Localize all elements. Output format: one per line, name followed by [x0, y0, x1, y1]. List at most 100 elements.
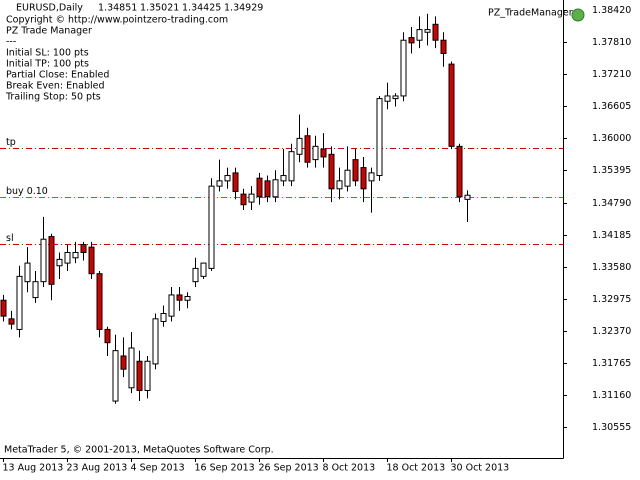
candle-body [8, 318, 15, 325]
level-label: buy 0.10 [6, 186, 48, 197]
y-tick-label: 1.31160 [592, 390, 631, 401]
candle-body [352, 159, 359, 182]
y-tick-label: 1.35395 [592, 165, 631, 176]
x-tick-label: 4 Sep 2013 [131, 463, 185, 474]
header-low: 1.34425 [182, 3, 221, 14]
x-tick-label: 30 Oct 2013 [451, 463, 510, 474]
x-tick-label: 23 Aug 2013 [67, 463, 128, 474]
candle-body [160, 313, 167, 322]
candle-body [32, 281, 39, 299]
info-line: Partial Close: Enabled [6, 70, 109, 81]
candle-body [424, 29, 431, 33]
candle-body [416, 29, 423, 41]
y-tick-label: 1.34790 [592, 198, 631, 209]
x-tick-label: 8 Oct 2013 [323, 463, 376, 474]
y-tick-label: 1.30555 [592, 422, 631, 433]
y-tick-label: 1.32975 [592, 294, 631, 305]
candle-body [288, 151, 295, 182]
x-tick-label: 26 Sep 2013 [259, 463, 319, 474]
symbol: EURUSD,Daily [16, 3, 83, 14]
candle-body [208, 185, 215, 269]
footer: MetaTrader 5, © 2001-2013, MetaQuotes So… [4, 445, 274, 456]
candle-body [144, 360, 151, 391]
y-tick-label: 1.36605 [592, 101, 631, 112]
candle-body [240, 193, 247, 206]
candle-body [56, 258, 63, 267]
candle-body [96, 273, 103, 330]
candle-body [168, 294, 175, 317]
candle-body [312, 145, 319, 161]
candle-body [464, 194, 471, 200]
x-tick-label: 16 Sep 2013 [195, 463, 255, 474]
y-tick-label: 1.34185 [592, 230, 631, 241]
info-line: Initial SL: 100 pts [6, 48, 89, 59]
header-high: 1.35021 [140, 3, 179, 14]
candle-body [112, 350, 119, 402]
y-tick-label: 1.37810 [592, 37, 631, 48]
y-tick-label: 1.38420 [592, 5, 631, 16]
candle-body [296, 137, 303, 155]
candle-body [200, 262, 207, 277]
y-tick-label: 1.31765 [592, 358, 631, 369]
info-line: PZ Trade Manager [6, 26, 92, 37]
info-line: Trailing Stop: 50 pts [5, 92, 101, 103]
candle-body [184, 296, 191, 301]
candle-body [360, 167, 367, 190]
indicator-icon [571, 8, 585, 22]
info-line: Copyright © http://www.pointzero-trading… [6, 15, 228, 26]
candle-body [304, 135, 311, 163]
candle-body [128, 347, 135, 389]
candle-body [456, 145, 463, 198]
y-tick-label: 1.36000 [592, 133, 631, 144]
candle-body [400, 39, 407, 97]
info-line: Break Even: Enabled [6, 81, 105, 92]
candle-body [320, 148, 327, 158]
candle-body [280, 175, 287, 182]
y-tick-label: 1.32370 [592, 326, 631, 337]
candle-body [328, 153, 335, 190]
candle-body [16, 275, 23, 330]
candle-body [136, 360, 143, 391]
x-tick-label: 13 Aug 2013 [3, 463, 64, 474]
level-label: sl [6, 233, 14, 244]
candle-body [384, 95, 391, 102]
candle-body [48, 236, 55, 285]
candle-body [248, 193, 255, 203]
candle-body [40, 238, 47, 283]
candle-body [448, 63, 455, 147]
candle-body [440, 39, 447, 54]
info-line: --- [6, 37, 16, 48]
candle-body [224, 175, 231, 182]
y-tick-label: 1.33580 [592, 262, 631, 273]
candle-body [0, 299, 7, 317]
candle-body [368, 172, 375, 182]
candle-body [152, 318, 159, 365]
candle-body [80, 244, 87, 253]
candle-body [104, 328, 111, 344]
level-label: tp [6, 137, 16, 148]
candle-body [264, 180, 271, 198]
y-tick-label: 1.37210 [592, 69, 631, 80]
candle-body [272, 179, 279, 198]
candle-body [216, 180, 223, 187]
x-tick-label: 18 Oct 2013 [387, 463, 446, 474]
candle-body [344, 169, 351, 187]
info-line: Initial TP: 100 pts [6, 59, 89, 70]
candle-body [256, 177, 263, 198]
candle-body [336, 180, 343, 190]
candle-body [192, 267, 199, 283]
candle-body [88, 246, 95, 275]
candle-body [24, 262, 31, 283]
candle-body [64, 251, 71, 264]
candle-body [392, 95, 399, 100]
candle-body [376, 98, 383, 177]
candle-body [408, 37, 415, 44]
indicator-name: PZ_TradeManager [488, 8, 573, 19]
header-close: 1.34929 [224, 3, 263, 14]
candle-body [232, 172, 239, 192]
candle-body [72, 251, 79, 259]
candle-body [120, 355, 127, 370]
candle-body [176, 294, 183, 301]
